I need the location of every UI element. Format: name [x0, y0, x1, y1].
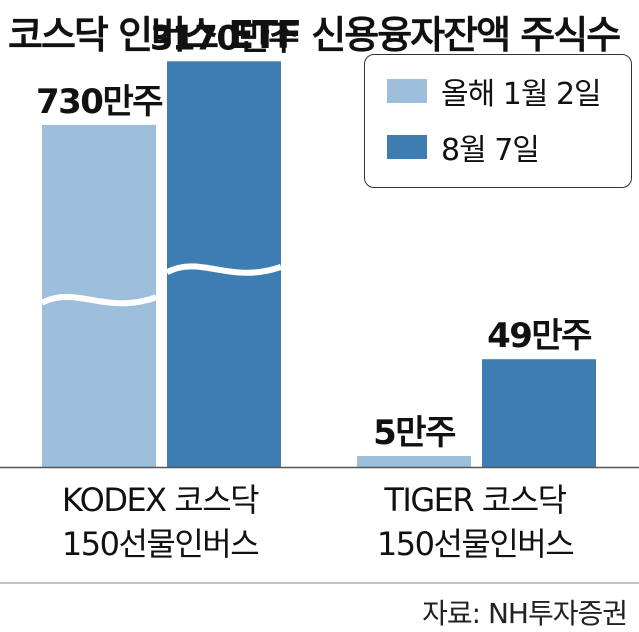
- bar-value-label: 730만주: [36, 82, 163, 122]
- category-label-kodex: KODEX 코스닥 150선물인버스: [20, 478, 300, 566]
- legend-label-aug: 8월 7일: [441, 133, 540, 168]
- bar-value-label: 49만주: [487, 316, 592, 356]
- bar: [357, 456, 471, 467]
- legend-item-aug: 8월 7일: [387, 127, 540, 168]
- bar: [482, 359, 596, 467]
- legend-swatch-jan: [387, 79, 427, 103]
- category-label-line: 150선물인버스: [376, 525, 575, 563]
- axis-break-wave: [165, 263, 282, 276]
- category-label-line: 150선물인버스: [61, 525, 260, 563]
- source-note: 자료: NH투자증권: [422, 597, 628, 630]
- legend-label-jan: 올해 1월 2일: [441, 77, 602, 112]
- bar-value-label: 3170만주: [150, 18, 299, 58]
- legend-item-jan: 올해 1월 2일: [387, 71, 602, 112]
- axis-break-wave: [40, 293, 157, 307]
- bar-value-label: 5만주: [373, 413, 456, 453]
- category-label-line: KODEX 코스닥: [61, 481, 260, 519]
- chart-title: 코스닥 인버스 ETF 신용융자잔액 주식수: [8, 13, 621, 57]
- category-label-tiger: TIGER 코스닥 150선물인버스: [335, 478, 615, 566]
- legend: 올해 1월 2일 8월 7일: [364, 54, 632, 188]
- legend-swatch-aug: [387, 135, 427, 159]
- category-label-line: TIGER 코스닥: [384, 481, 567, 519]
